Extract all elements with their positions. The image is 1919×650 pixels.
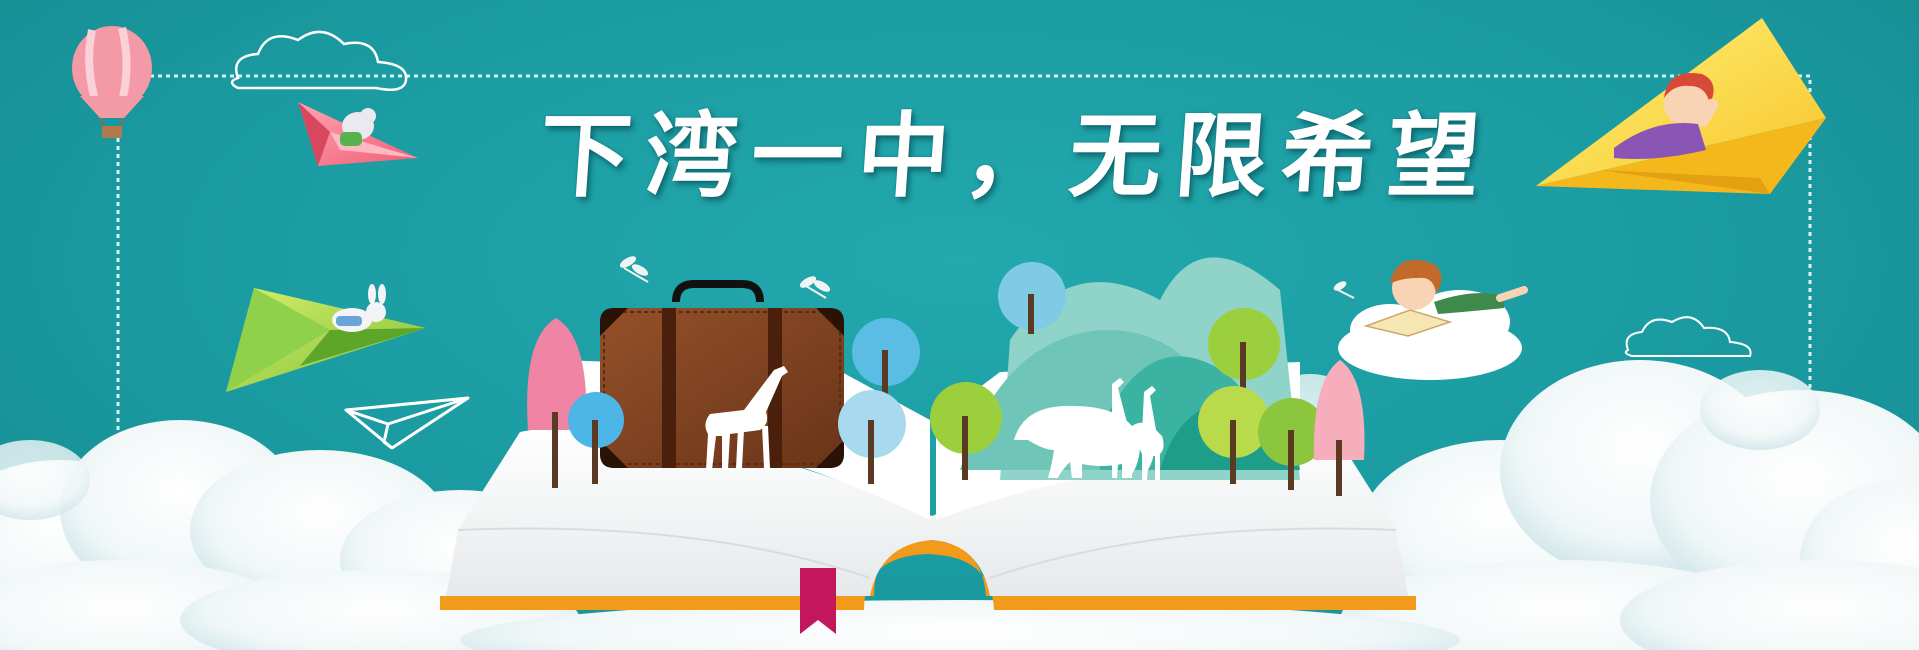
giraffe-icon [1139, 386, 1164, 480]
tree-icon [930, 382, 1002, 480]
tree-icon [1258, 398, 1326, 490]
sleeping-child-icon [1614, 73, 1719, 159]
dashed-frame [116, 74, 1812, 478]
dragonfly-icon [619, 256, 649, 283]
giraffe-icon [1109, 378, 1134, 478]
tree-icon [852, 318, 920, 410]
tree-icon [1208, 308, 1280, 402]
dragonfly-icon [1333, 281, 1355, 299]
tree-icon [998, 262, 1066, 334]
cloud-bank-right [1340, 360, 1919, 650]
tree-icon [568, 392, 624, 484]
tree-icon [1198, 386, 1270, 484]
tree-icon [1313, 360, 1365, 496]
paper-plane-icon [344, 396, 470, 450]
hot-air-balloon-icon [72, 26, 152, 138]
tree-icon [838, 390, 906, 484]
cloud-outline-icon [1624, 316, 1752, 357]
tree-icon [527, 318, 587, 488]
banner-headline: 下湾一中，无限希望 [535, 102, 1498, 210]
giraffe-icon [705, 366, 788, 470]
reading-child-icon [1338, 259, 1528, 380]
paper-plane-icon [298, 102, 418, 166]
cloud-outline-icon [230, 30, 408, 91]
dragonfly-icon [799, 276, 831, 299]
paper-plane-icon [226, 284, 426, 392]
